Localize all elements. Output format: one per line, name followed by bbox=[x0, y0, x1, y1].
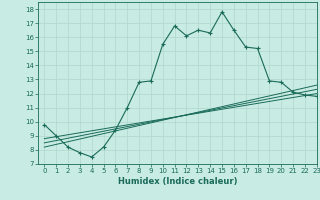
X-axis label: Humidex (Indice chaleur): Humidex (Indice chaleur) bbox=[118, 177, 237, 186]
